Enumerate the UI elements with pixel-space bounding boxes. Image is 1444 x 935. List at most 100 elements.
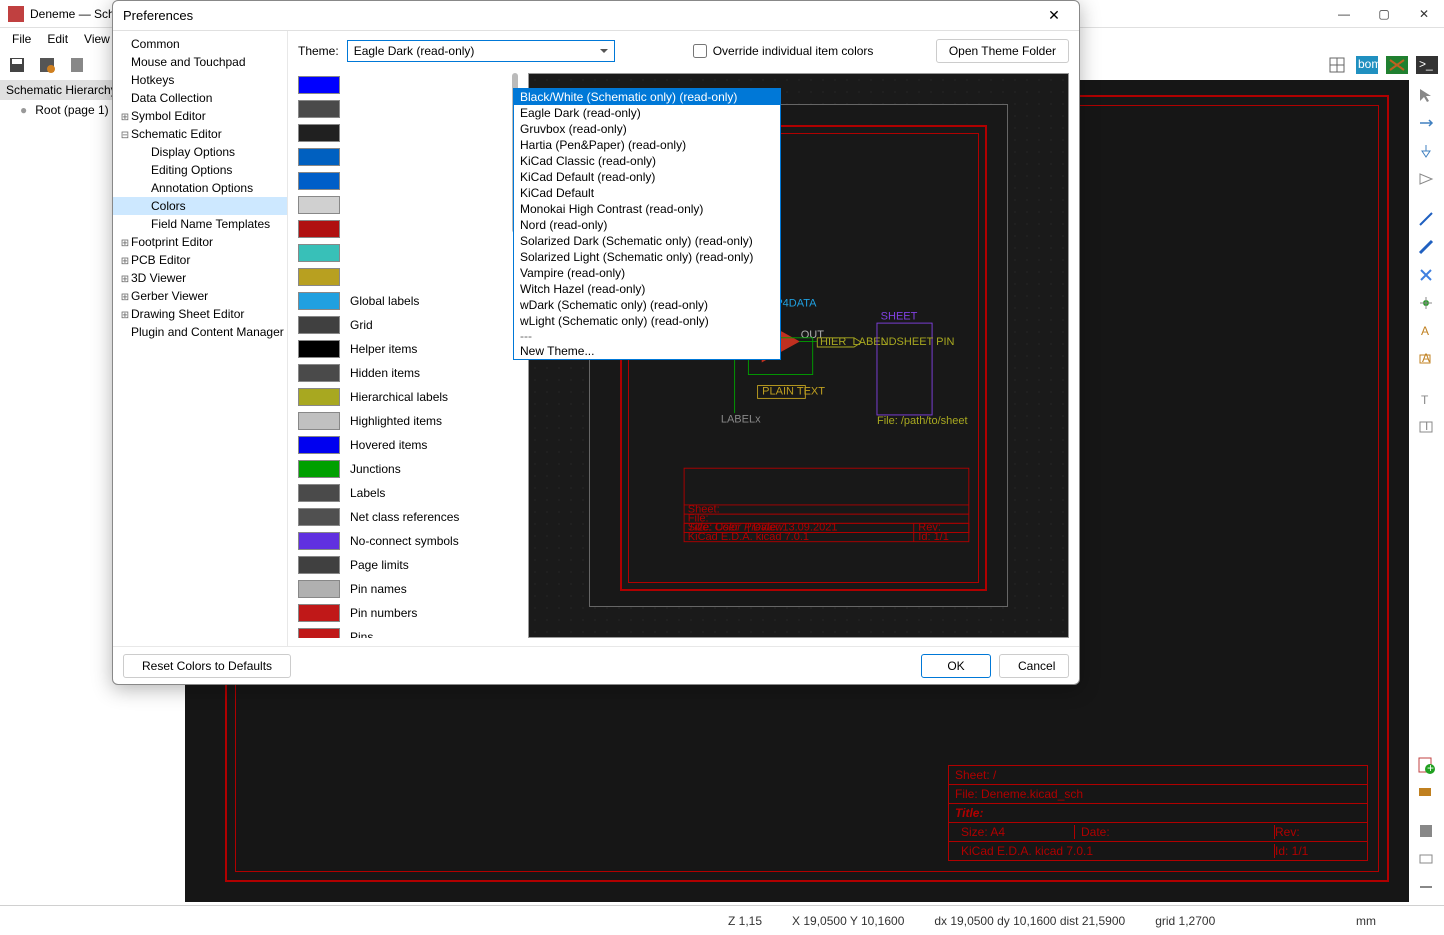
tree-item-common[interactable]: Common (113, 35, 287, 53)
color-row[interactable]: Grid (298, 313, 512, 337)
sheetpin-icon[interactable] (1411, 780, 1441, 806)
color-row[interactable]: Pin numbers (298, 601, 512, 625)
color-row[interactable] (298, 265, 512, 289)
tree-item-colors[interactable]: Colors (113, 197, 287, 215)
settings-icon[interactable] (34, 52, 60, 78)
color-swatch[interactable] (298, 292, 340, 310)
tree-item-drawing-sheet-editor[interactable]: ⊞Drawing Sheet Editor (113, 305, 287, 323)
color-row[interactable] (298, 121, 512, 145)
rect-icon[interactable] (1411, 846, 1441, 872)
color-swatch[interactable] (298, 220, 340, 238)
color-swatch[interactable] (298, 196, 340, 214)
theme-option[interactable]: wLight (Schematic only) (read-only) (514, 313, 780, 329)
opamp-icon[interactable] (1411, 166, 1441, 192)
menu-edit[interactable]: Edit (39, 30, 76, 48)
addsheet-icon[interactable]: + (1411, 752, 1441, 778)
theme-option[interactable]: Solarized Light (Schematic only) (read-o… (514, 249, 780, 265)
console-icon[interactable]: >_ (1414, 52, 1440, 78)
prefs-tree[interactable]: Common Mouse and Touchpad Hotkeys Data C… (113, 31, 288, 646)
theme-option[interactable]: Nord (read-only) (514, 217, 780, 233)
color-row[interactable] (298, 217, 512, 241)
tree-item-display-options[interactable]: Display Options (113, 143, 287, 161)
tree-expander-icon[interactable]: ⊞ (119, 274, 131, 285)
tree-item-symbol-editor[interactable]: ⊞Symbol Editor (113, 107, 287, 125)
color-row[interactable]: Global labels (298, 289, 512, 313)
label-b-icon[interactable]: A (1411, 346, 1441, 372)
theme-option[interactable]: Witch Hazel (read-only) (514, 281, 780, 297)
theme-option[interactable]: New Theme... (514, 343, 780, 359)
tree-expander-icon[interactable]: ⊞ (119, 256, 131, 267)
color-swatch[interactable] (298, 604, 340, 622)
save-icon[interactable] (4, 52, 30, 78)
cursor-icon[interactable] (1411, 82, 1441, 108)
color-swatch[interactable] (298, 460, 340, 478)
bom-icon[interactable]: bom (1354, 52, 1380, 78)
theme-option[interactable]: Hartia (Pen&Paper) (read-only) (514, 137, 780, 153)
tree-item-pcb-editor[interactable]: ⊞PCB Editor (113, 251, 287, 269)
theme-option[interactable]: Gruvbox (read-only) (514, 121, 780, 137)
theme-option[interactable]: Solarized Dark (Schematic only) (read-on… (514, 233, 780, 249)
pcb-icon[interactable] (1384, 52, 1410, 78)
prefs-close-button[interactable]: ✕ (1039, 1, 1069, 31)
color-row[interactable]: Page limits (298, 553, 512, 577)
color-row[interactable]: Highlighted items (298, 409, 512, 433)
tree-item-field-name-templates[interactable]: Field Name Templates (113, 215, 287, 233)
color-row[interactable]: Hidden items (298, 361, 512, 385)
text-icon[interactable]: T (1411, 386, 1441, 412)
color-swatch[interactable] (298, 268, 340, 286)
theme-dropdown[interactable]: Black/White (Schematic only) (read-only)… (513, 88, 781, 360)
color-row[interactable] (298, 145, 512, 169)
theme-option[interactable]: KiCad Default (read-only) (514, 169, 780, 185)
color-row[interactable]: Hovered items (298, 433, 512, 457)
color-swatch[interactable] (298, 172, 340, 190)
junction-icon[interactable] (1411, 290, 1441, 316)
maximize-button[interactable]: ▢ (1364, 0, 1404, 28)
delete-icon[interactable] (1411, 818, 1441, 844)
close-button[interactable]: ✕ (1404, 0, 1444, 28)
tree-item-footprint-editor[interactable]: ⊞Footprint Editor (113, 233, 287, 251)
color-row[interactable]: Junctions (298, 457, 512, 481)
color-swatch[interactable] (298, 580, 340, 598)
color-row[interactable] (298, 169, 512, 193)
grid-icon[interactable] (1324, 52, 1350, 78)
power-icon[interactable] (1411, 138, 1441, 164)
tree-expander-icon[interactable]: ⊞ (119, 238, 131, 249)
color-swatch[interactable] (298, 364, 340, 382)
color-swatch[interactable] (298, 316, 340, 334)
net-icon[interactable] (1411, 110, 1441, 136)
override-checkbox-input[interactable] (693, 44, 707, 58)
override-checkbox[interactable]: Override individual item colors (693, 44, 874, 58)
tree-expander-icon[interactable]: ⊟ (119, 130, 131, 141)
menu-file[interactable]: File (4, 30, 39, 48)
color-row[interactable]: Net class references (298, 505, 512, 529)
color-swatch[interactable] (298, 100, 340, 118)
color-swatch[interactable] (298, 628, 340, 638)
theme-option[interactable]: KiCad Classic (read-only) (514, 153, 780, 169)
wire-icon[interactable] (1411, 206, 1441, 232)
tree-expander-icon[interactable]: ⊞ (119, 310, 131, 321)
color-row[interactable] (298, 193, 512, 217)
reset-colors-button[interactable]: Reset Colors to Defaults (123, 654, 291, 678)
noconnect-icon[interactable] (1411, 262, 1441, 288)
color-list[interactable]: Global labelsGridHelper itemsHidden item… (298, 73, 518, 638)
tree-item-gerber-viewer[interactable]: ⊞Gerber Viewer (113, 287, 287, 305)
tree-item-data-collection[interactable]: Data Collection (113, 89, 287, 107)
color-row[interactable] (298, 97, 512, 121)
ok-button[interactable]: OK (921, 654, 991, 678)
theme-select[interactable]: Eagle Dark (read-only) (347, 40, 615, 62)
label-a-icon[interactable]: A (1411, 318, 1441, 344)
color-row[interactable] (298, 73, 512, 97)
color-swatch[interactable] (298, 148, 340, 166)
color-row[interactable]: Pins (298, 625, 512, 638)
color-row[interactable]: Labels (298, 481, 512, 505)
tree-item-editing-options[interactable]: Editing Options (113, 161, 287, 179)
tree-item-annotation-options[interactable]: Annotation Options (113, 179, 287, 197)
color-swatch[interactable] (298, 484, 340, 502)
color-swatch[interactable] (298, 412, 340, 430)
color-row[interactable]: Pin names (298, 577, 512, 601)
tree-item-hotkeys[interactable]: Hotkeys (113, 71, 287, 89)
color-swatch[interactable] (298, 436, 340, 454)
more-icon[interactable] (1411, 874, 1441, 900)
color-swatch[interactable] (298, 340, 340, 358)
color-swatch[interactable] (298, 244, 340, 262)
